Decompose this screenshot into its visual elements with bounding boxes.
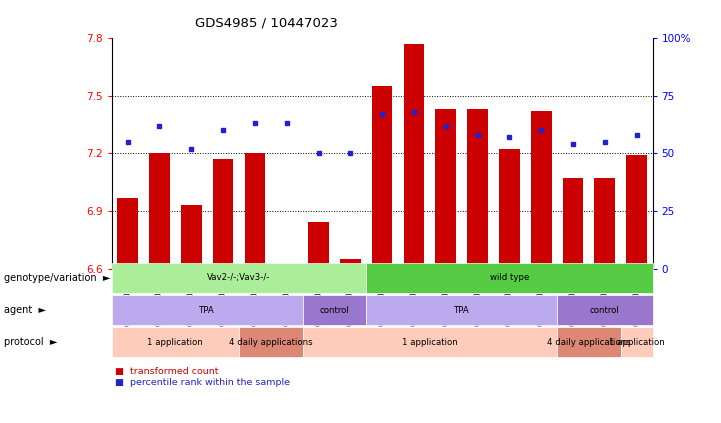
Text: ■  percentile rank within the sample: ■ percentile rank within the sample	[115, 378, 291, 387]
Text: ■  transformed count: ■ transformed count	[115, 368, 219, 376]
Text: Vav2-/-;Vav3-/-: Vav2-/-;Vav3-/-	[208, 273, 270, 283]
Text: 1 application: 1 application	[609, 338, 665, 347]
Text: wild type: wild type	[490, 273, 529, 283]
Text: 1 application: 1 application	[148, 338, 203, 347]
Text: 4 daily applications: 4 daily applications	[547, 338, 631, 347]
Bar	[594, 179, 615, 269]
Text: protocol  ►: protocol ►	[4, 337, 57, 347]
Bar	[118, 198, 138, 269]
Bar	[499, 149, 520, 269]
Bar	[627, 155, 647, 269]
Bar	[531, 111, 552, 269]
Bar	[181, 205, 202, 269]
Bar	[562, 179, 583, 269]
Bar	[340, 259, 360, 269]
Text: TPA: TPA	[454, 305, 469, 315]
Text: GDS4985 / 10447023: GDS4985 / 10447023	[195, 17, 338, 30]
Bar	[372, 86, 392, 269]
Bar	[276, 266, 297, 269]
Bar	[149, 153, 170, 269]
Bar	[435, 109, 456, 269]
Text: TPA: TPA	[199, 305, 215, 315]
Text: 1 application: 1 application	[402, 338, 458, 347]
Text: genotype/variation  ►: genotype/variation ►	[4, 273, 110, 283]
Text: control: control	[590, 305, 619, 315]
Bar	[308, 222, 329, 269]
Text: control: control	[319, 305, 349, 315]
Bar	[244, 153, 265, 269]
Bar	[467, 109, 488, 269]
Text: 4 daily applications: 4 daily applications	[229, 338, 313, 347]
Text: agent  ►: agent ►	[4, 305, 45, 315]
Bar	[213, 159, 234, 269]
Bar	[404, 44, 424, 269]
